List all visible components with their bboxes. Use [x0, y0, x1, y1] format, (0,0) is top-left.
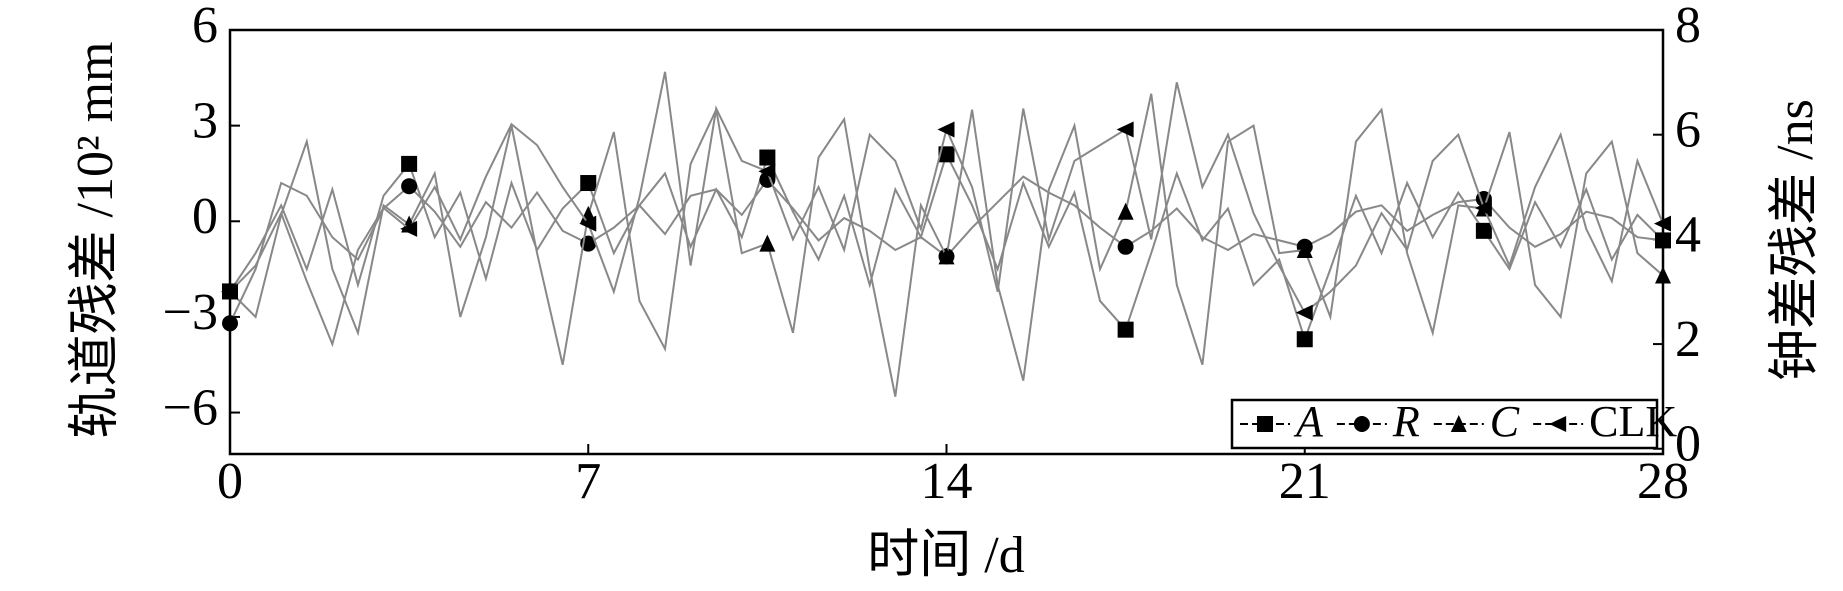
x-tick-label: 7	[575, 453, 601, 510]
x-tick-label: 0	[217, 453, 243, 510]
marker	[1655, 232, 1671, 249]
marker	[1117, 238, 1134, 255]
marker	[937, 121, 955, 138]
marker	[221, 283, 238, 300]
y-tick-label: 3	[192, 93, 218, 150]
marker	[1117, 202, 1134, 220]
legend-label: C	[1490, 397, 1520, 446]
y-tick-label: 6	[192, 0, 218, 54]
marker	[580, 175, 597, 192]
x-axis-label: 时间 /d	[867, 527, 1024, 584]
y2-tick-label: 6	[1675, 102, 1701, 159]
y2-tick-label: 0	[1675, 416, 1701, 473]
marker	[1654, 215, 1671, 232]
legend-box	[1230, 398, 1659, 450]
marker	[1655, 266, 1671, 284]
y-tick-label: 0	[192, 188, 218, 245]
marker	[1475, 222, 1492, 239]
legend: A R C CLK	[1230, 397, 1677, 450]
marker	[579, 215, 597, 232]
marker	[1549, 416, 1567, 432]
x-tick-label: 14	[921, 453, 973, 510]
marker	[758, 163, 776, 180]
marker	[1450, 415, 1467, 432]
marker	[1257, 416, 1273, 432]
marker	[938, 247, 955, 265]
marker	[759, 149, 776, 166]
marker	[1296, 240, 1313, 258]
marker	[759, 234, 776, 252]
legend-label: R	[1392, 397, 1420, 446]
marker	[938, 146, 955, 163]
legend-label: A	[1293, 397, 1324, 446]
marker	[401, 178, 418, 195]
marker	[400, 220, 418, 237]
y2-tick-label: 4	[1675, 206, 1701, 263]
series-line	[229, 93, 1664, 397]
marker	[222, 315, 238, 332]
legend-label: CLK	[1589, 397, 1677, 446]
y-tick-label: −6	[163, 379, 218, 436]
marker	[1474, 199, 1492, 216]
marker	[1296, 331, 1313, 348]
y2-tick-label: 2	[1675, 311, 1701, 368]
y2-tick-label: 8	[1675, 0, 1701, 54]
series-line	[229, 151, 1664, 343]
plot-frame	[228, 28, 1665, 456]
marker	[1295, 304, 1313, 321]
marker	[401, 155, 418, 172]
y2-axis-label: 钟差残差 /ns	[1767, 99, 1824, 381]
marker	[1116, 121, 1134, 138]
x-tick-label: 21	[1279, 453, 1331, 510]
x-tick-label: 28	[1637, 453, 1689, 510]
y-axis-label: 轨道残差 /10² mm	[67, 42, 124, 439]
marker	[1117, 321, 1134, 338]
marker	[1353, 416, 1370, 432]
y-tick-label: −3	[163, 284, 218, 341]
